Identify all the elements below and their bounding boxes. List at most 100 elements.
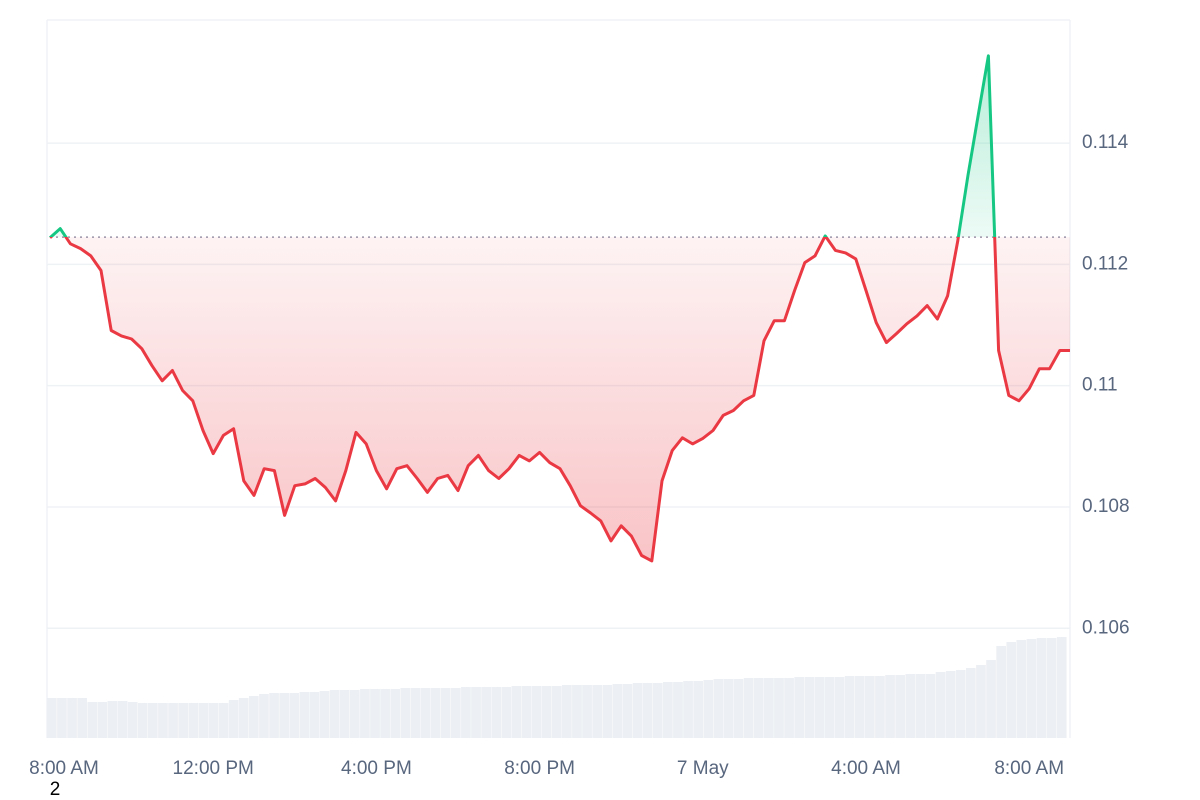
volume-bar <box>582 685 592 738</box>
volume-bar <box>562 685 572 738</box>
volume-bar <box>208 703 219 738</box>
volume-bar <box>370 689 380 738</box>
volume-bar <box>733 679 744 738</box>
volume-bar <box>198 703 209 738</box>
volume-bar <box>723 679 734 738</box>
volume-bar <box>602 685 613 738</box>
volume-bar <box>592 685 603 738</box>
volume-bar <box>218 703 229 738</box>
volume-bar <box>875 676 885 738</box>
volume-bar <box>279 693 289 738</box>
volume-bar <box>137 703 148 738</box>
volume-bar <box>299 692 310 738</box>
volume-bar <box>1056 637 1067 738</box>
volume-bar <box>349 690 360 738</box>
volume-bar <box>521 686 532 738</box>
volume-bar <box>935 672 946 738</box>
volume-bar <box>743 678 754 738</box>
volume-bar <box>683 681 693 738</box>
volume-bar <box>541 686 552 738</box>
volume-bar <box>794 677 805 738</box>
volume-bar <box>259 694 269 738</box>
volume-bar <box>107 701 118 738</box>
volume-bar <box>764 678 774 738</box>
x-tick-label: 8:00 AM <box>29 758 99 779</box>
volume-bar <box>632 683 643 738</box>
volume-bar <box>834 677 845 738</box>
volume-bar <box>339 690 350 738</box>
volume-bar <box>289 693 300 738</box>
volume-bar <box>885 675 895 738</box>
volume-bar <box>915 674 926 738</box>
volume-bar <box>400 688 411 738</box>
y-tick-label: 0.11 <box>1082 375 1118 396</box>
x-tick-label: 7 May <box>677 758 729 779</box>
volume-bar <box>127 702 138 738</box>
volume-bar <box>410 688 421 738</box>
volume-bar <box>57 698 67 738</box>
volume-bar <box>945 671 956 738</box>
volume-bar <box>87 702 98 738</box>
volume-bar <box>1006 642 1017 738</box>
x-tick-label: 8:00 PM <box>504 758 575 779</box>
volume-bar <box>844 676 855 738</box>
y-tick-label: 0.112 <box>1082 253 1128 274</box>
volume-bar <box>531 686 542 738</box>
volume-bar <box>612 684 623 738</box>
y-tick-label: 0.114 <box>1082 132 1129 153</box>
volume-bar <box>976 665 986 738</box>
volume-bar <box>329 690 340 738</box>
volume-bar <box>895 675 906 738</box>
x-tick-label: 4:00 PM <box>341 758 412 779</box>
volume-bar <box>784 678 794 738</box>
volume-bar <box>814 677 825 738</box>
volume-bar <box>1026 639 1037 738</box>
volume-bar <box>471 687 481 738</box>
volume-bar <box>854 676 865 738</box>
volume-bar <box>147 703 158 738</box>
volume-bar <box>622 684 633 738</box>
volume-bar <box>955 670 966 738</box>
volume-bar <box>360 689 370 738</box>
volume-bar <box>158 703 168 738</box>
volume-bar <box>440 688 451 738</box>
volume-bar <box>461 687 471 738</box>
volume-bar <box>420 688 431 738</box>
x-tick-label: 8:00 AM <box>994 758 1064 779</box>
volume-bar <box>67 698 77 738</box>
volume-bar <box>511 686 522 738</box>
volume-bar <box>238 698 249 738</box>
y-tick-label: 0.108 <box>1082 496 1130 517</box>
volume-bar <box>168 703 178 738</box>
volume-bar <box>925 674 936 738</box>
volume-bar <box>551 686 562 738</box>
x-tick-label: 12:00 PM <box>173 758 254 779</box>
volume-bar <box>996 646 1007 738</box>
volume-bar <box>248 696 259 738</box>
volume-bar <box>693 681 704 738</box>
volume-bar <box>703 680 714 738</box>
volume-bar <box>865 676 875 738</box>
area <box>50 55 1070 561</box>
x-tick-label: 4:00 AM <box>831 758 901 779</box>
annotation: 2 <box>50 779 61 800</box>
volume-bar <box>753 678 764 738</box>
volume-bar <box>491 687 502 738</box>
volume-bar <box>450 688 461 738</box>
volume-bar <box>188 703 199 738</box>
volume-bar <box>572 685 582 738</box>
price-line <box>49 54 1070 563</box>
volume-bar <box>673 682 683 738</box>
volume-bar <box>319 691 330 738</box>
volume-bar <box>77 698 87 738</box>
volume-bar <box>905 674 916 738</box>
volume-bar <box>269 693 279 738</box>
volume-bar <box>824 677 835 738</box>
volume-bar <box>652 683 663 738</box>
volume-bar <box>663 682 673 738</box>
volume-bar <box>804 677 815 738</box>
volume-bar <box>713 679 724 738</box>
volume-bar <box>501 687 512 738</box>
volume-bar <box>966 668 976 738</box>
